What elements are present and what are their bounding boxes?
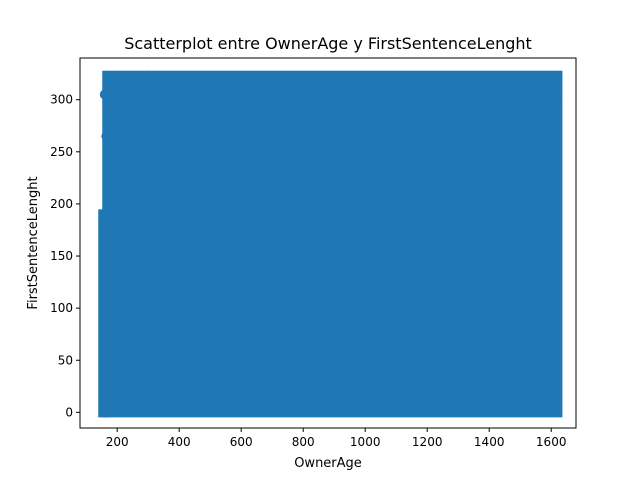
scatter-point <box>102 86 113 97</box>
y-tick-label: 300 <box>50 93 73 107</box>
scatter-point <box>267 71 278 82</box>
plot-area <box>98 70 563 418</box>
scatter-point <box>174 71 185 82</box>
scatter-point <box>282 71 293 82</box>
x-axis-label: OwnerAge <box>294 456 362 471</box>
scatter-point <box>313 71 324 82</box>
y-tick-label: 0 <box>65 405 73 419</box>
scatter-point <box>344 71 355 82</box>
scatter-point <box>468 71 479 82</box>
scatter-point <box>484 71 495 82</box>
dense-point-cloud <box>102 70 563 418</box>
scatter-point <box>453 71 464 82</box>
y-axis-label: FirstSentenceLenght <box>26 176 41 309</box>
scatter-point <box>437 71 448 82</box>
scatter-point <box>121 172 132 183</box>
x-tick-label: 800 <box>292 435 315 449</box>
scatter-point <box>118 183 129 194</box>
scatter-point <box>109 141 120 152</box>
plot-frame <box>79 57 577 429</box>
y-tick-label: 50 <box>58 353 73 367</box>
x-tick-label: 1600 <box>536 435 567 449</box>
x-tick-label: 1000 <box>350 435 381 449</box>
x-tick-label: 400 <box>168 435 191 449</box>
y-tick-label: 150 <box>50 249 73 263</box>
x-tick-label: 1200 <box>412 435 443 449</box>
scatter-point <box>406 71 417 82</box>
scatter-point <box>550 94 561 105</box>
dense-point-tail <box>98 209 111 418</box>
scatter-point <box>499 71 510 82</box>
y-tick-label: 100 <box>50 301 73 315</box>
scatter-point <box>220 71 231 82</box>
y-tick-label: 250 <box>50 145 73 159</box>
scatter-point <box>251 71 262 82</box>
scatter-point <box>391 71 402 82</box>
scatter-point <box>422 71 433 82</box>
x-tick-label: 200 <box>106 435 129 449</box>
y-axis-ticks: 0 50 100 150 200 250 300 <box>50 93 80 419</box>
x-tick-label: 1400 <box>474 435 505 449</box>
scatter-point <box>375 71 386 82</box>
scatter-point <box>298 71 309 82</box>
chart-title: Scatterplot entre OwnerAge y FirstSenten… <box>124 34 532 53</box>
scatter-point <box>143 70 154 81</box>
x-tick-label: 600 <box>230 435 253 449</box>
scatter-point <box>106 94 116 105</box>
scatter-point <box>112 198 123 209</box>
y-tick-label: 200 <box>50 197 73 211</box>
scatter-point <box>515 71 526 82</box>
scatter-point <box>205 71 216 82</box>
scatter-point <box>530 71 541 82</box>
scatter-point <box>360 71 371 82</box>
scatter-point <box>158 71 169 82</box>
scatter-point <box>329 71 340 82</box>
scatter-point <box>189 71 200 82</box>
x-axis-ticks: 200 400 600 800 1000 1200 1400 1600 <box>106 428 567 449</box>
scatter-point <box>552 71 563 82</box>
scatter-point <box>236 71 247 82</box>
